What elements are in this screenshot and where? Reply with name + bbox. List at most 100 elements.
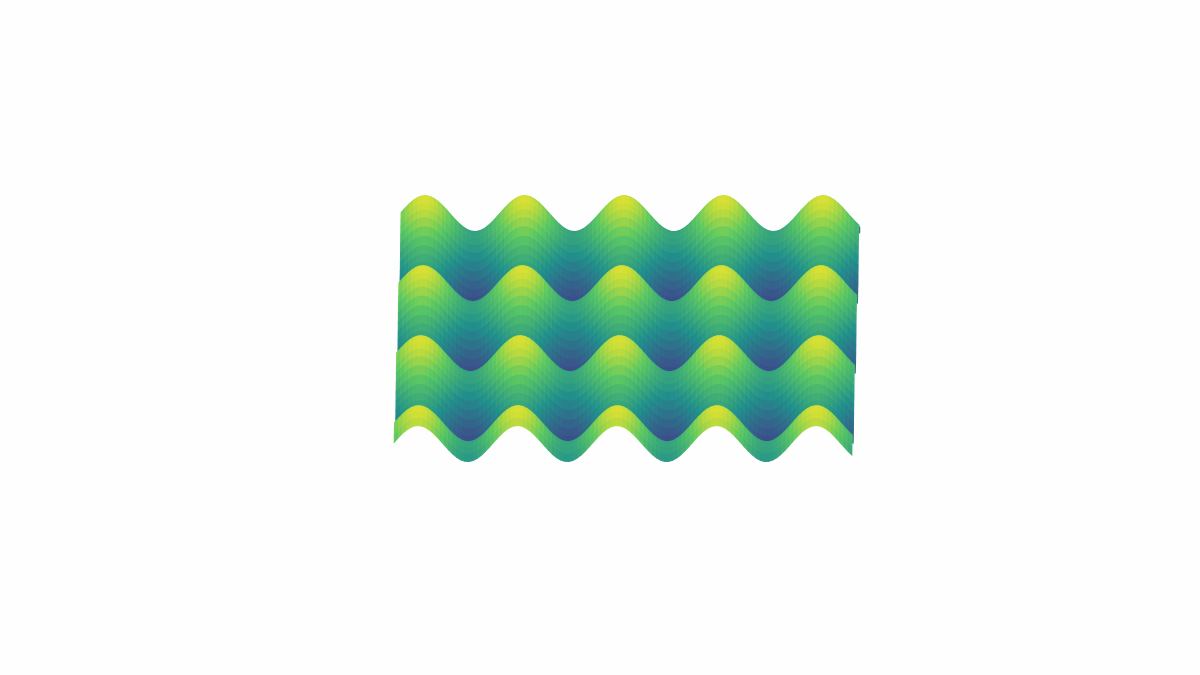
surface-patch bbox=[420, 217, 426, 228]
surface-patch bbox=[724, 245, 730, 257]
surface-patch bbox=[624, 235, 630, 248]
surface-patch bbox=[720, 217, 726, 227]
surface-patch bbox=[424, 245, 430, 256]
surface-patch bbox=[618, 278, 624, 288]
surface-patch bbox=[770, 244, 776, 254]
surface-patch bbox=[625, 209, 630, 220]
surface-patch bbox=[670, 280, 676, 291]
surface-patch bbox=[722, 314, 728, 326]
surface-patch bbox=[564, 320, 570, 333]
surface-patch bbox=[768, 301, 774, 305]
surface-patch bbox=[616, 217, 622, 229]
surface-patch bbox=[816, 226, 822, 238]
surface-patch bbox=[520, 235, 526, 247]
surface-patch bbox=[564, 329, 570, 342]
surface-patch bbox=[774, 279, 780, 291]
surface-patch bbox=[824, 235, 830, 248]
surface-patch bbox=[474, 280, 480, 291]
surface-patch bbox=[420, 245, 426, 255]
surface-patch bbox=[720, 202, 726, 210]
surface-patch bbox=[816, 217, 822, 228]
surface-patch bbox=[814, 286, 820, 298]
surface-patch bbox=[814, 305, 819, 317]
surface-patch bbox=[614, 314, 620, 326]
surface-patch bbox=[668, 340, 674, 352]
surface-patch bbox=[666, 270, 672, 282]
surface-patch bbox=[818, 314, 824, 325]
surface-patch bbox=[570, 252, 576, 263]
surface-patch bbox=[518, 268, 524, 274]
surface-patch bbox=[570, 280, 576, 291]
surface-patch bbox=[720, 235, 726, 246]
surface-patch bbox=[420, 235, 426, 247]
surface-patch bbox=[574, 279, 580, 291]
surface-patch bbox=[664, 339, 670, 352]
surface-patch bbox=[566, 279, 572, 291]
surface-patch bbox=[518, 272, 524, 280]
surface-patch bbox=[668, 301, 674, 305]
surface-patch bbox=[816, 245, 822, 256]
surface-patch bbox=[522, 305, 528, 317]
surface-patch bbox=[422, 286, 428, 298]
surface-patch bbox=[766, 251, 772, 263]
surface-patch bbox=[770, 280, 776, 291]
surface-patch bbox=[464, 329, 470, 342]
surface-patch bbox=[668, 359, 674, 368]
surface-patch bbox=[524, 235, 530, 247]
surface-patch bbox=[620, 245, 626, 255]
surface-patch bbox=[614, 305, 620, 317]
surface-patch bbox=[568, 322, 574, 333]
surface-patch bbox=[721, 195, 727, 200]
surface-patch bbox=[470, 244, 476, 254]
surface-patch bbox=[474, 261, 480, 273]
surface-patch bbox=[714, 305, 720, 317]
surface-patch bbox=[671, 234, 677, 240]
surface-patch bbox=[464, 339, 470, 351]
surface-patch bbox=[621, 195, 627, 200]
surface-patch bbox=[668, 322, 674, 333]
surface-patch bbox=[425, 209, 431, 219]
surface-patch bbox=[422, 278, 428, 289]
surface-patch bbox=[670, 245, 676, 254]
surface-patch bbox=[572, 330, 578, 342]
surface-patch bbox=[768, 314, 774, 324]
surface-patch bbox=[624, 217, 630, 229]
surface-patch bbox=[522, 314, 528, 326]
surface-patch bbox=[668, 303, 674, 310]
surface-patch bbox=[474, 288, 480, 298]
surface-patch bbox=[468, 350, 474, 360]
surface-patch bbox=[818, 305, 824, 316]
surface-patch bbox=[521, 198, 527, 204]
surface-patch bbox=[516, 235, 522, 248]
surface-patch bbox=[524, 253, 530, 264]
surface-patch bbox=[622, 278, 628, 289]
surface-patch bbox=[618, 268, 624, 274]
surface-patch bbox=[664, 348, 669, 360]
surface bbox=[393, 195, 861, 463]
surface-patch bbox=[616, 245, 622, 257]
surface-patch bbox=[522, 295, 528, 307]
surface-patch bbox=[670, 261, 676, 273]
surface-patch bbox=[772, 339, 778, 352]
surface-patch bbox=[420, 253, 426, 263]
surface-patch bbox=[470, 252, 476, 263]
surface-patch bbox=[616, 235, 622, 248]
surface-patch bbox=[722, 305, 728, 317]
surface-patch bbox=[718, 314, 724, 325]
surface-patch bbox=[822, 314, 828, 326]
surface-patch bbox=[722, 278, 728, 289]
surface-patch bbox=[568, 331, 574, 342]
surface-patch bbox=[822, 295, 828, 308]
surface-patch bbox=[768, 303, 774, 310]
surface-patch bbox=[716, 209, 722, 220]
surface-patch bbox=[422, 323, 428, 333]
surface-patch bbox=[668, 350, 674, 360]
surface-patch bbox=[720, 245, 726, 255]
surface-patch bbox=[572, 358, 578, 368]
surface-patch bbox=[520, 217, 526, 228]
surface-patch bbox=[818, 272, 824, 280]
surface-patch bbox=[520, 226, 526, 237]
surface-patch bbox=[570, 261, 576, 273]
surface-patch bbox=[816, 209, 822, 219]
surface-patch bbox=[822, 305, 828, 317]
